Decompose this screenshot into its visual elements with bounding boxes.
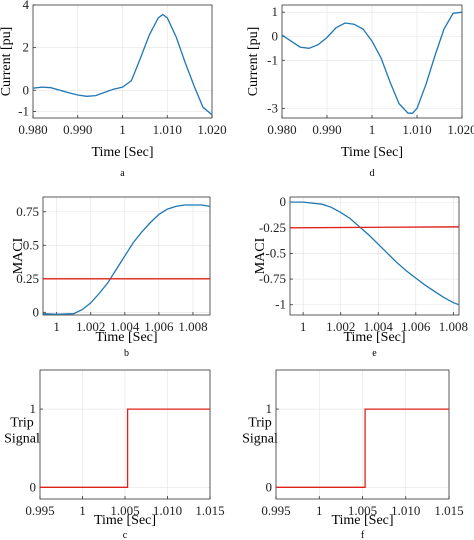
x-tick-label: 1.015: [434, 503, 463, 518]
x-tick-label: 0.995: [261, 503, 290, 518]
y-tick-label: 1: [272, 4, 279, 19]
x-axis-label: Time [Sec]: [343, 330, 405, 345]
series-line-current: [281, 11, 463, 114]
y-tick-label: 0: [280, 194, 287, 209]
y-axis-label: MACI: [253, 237, 268, 274]
x-tick-label: 1.005: [348, 503, 377, 518]
x-tick-label: 0.990: [312, 122, 341, 137]
chart-panel-f: 0.995 1 1.005 1.010 1.015 0 1 Time [Sec] Trip Sig…: [242, 369, 464, 540]
x-axis-label: Time [Sec]: [91, 145, 153, 160]
x-tick-label: 1: [53, 319, 60, 334]
x-tick-label: 0.995: [25, 503, 54, 518]
x-tick-label: 1.004: [110, 319, 140, 334]
y-tick-label: -0.5: [265, 245, 286, 260]
x-tick-label: 1.002: [76, 319, 105, 334]
x-tick-label: 1.005: [110, 503, 139, 518]
x-tick-label: 1: [119, 122, 126, 137]
x-tick-label: 1.020: [197, 122, 226, 137]
y-tick-label: -0.75: [259, 271, 286, 286]
y-tick-label: 0: [23, 82, 30, 97]
y-tick-label: 1: [30, 401, 37, 416]
y-tick-label: -1: [18, 104, 29, 119]
x-axis-label: Time [Sec]: [95, 330, 157, 345]
x-tick-label: 1.006: [144, 319, 174, 334]
x-tick-label: 1.010: [153, 503, 182, 518]
x-tick-label: 1: [300, 319, 307, 334]
series-line-trip: [276, 408, 449, 488]
y-tick-label: 0: [33, 304, 40, 319]
series-line-maci: [42, 204, 211, 315]
x-tick-label: 0.990: [63, 122, 92, 137]
chart-panel-e: 1 1.002 1.004 1.006 1.008 0 -0.25 -0.5 -0.75 -1 Ti…: [253, 194, 468, 359]
x-tick-label: 1.002: [326, 319, 355, 334]
x-tick-label: 1.010: [153, 122, 182, 137]
panel-letter: a: [120, 168, 125, 179]
chart-panel-c: 0.995 1 1.005 1.010 1.015 0 1 Time [Sec] Trip Sig…: [4, 369, 225, 540]
y-tick-label: 0: [266, 479, 273, 494]
x-axis-label: Time [Sec]: [94, 513, 156, 528]
x-tick-label: 1.006: [401, 319, 431, 334]
y-tick-label: -3: [267, 100, 278, 115]
y-axis-label: Trip Signal: [242, 416, 278, 447]
series-line-threshold: [289, 226, 460, 229]
x-tick-label: 1.004: [364, 319, 394, 334]
x-tick-label: 1.008: [178, 319, 207, 334]
y-tick-label: 1: [266, 401, 273, 416]
series-line-maci: [290, 201, 460, 306]
y-axis-label: Current [pu]: [0, 27, 14, 97]
y-tick-label: 0.75: [16, 204, 39, 219]
x-axis-label: Time [Sec]: [331, 513, 393, 528]
x-tick-label: 0.980: [267, 122, 296, 137]
x-axis-label: Time [Sec]: [341, 145, 403, 160]
x-tick-label: 1.008: [439, 319, 468, 334]
x-tick-label: 1: [79, 503, 86, 518]
y-tick-label: 0.25: [16, 271, 39, 286]
y-axis-label: Trip Signal: [4, 416, 40, 447]
y-tick-label: 0: [272, 28, 279, 43]
y-axis-label: MACI: [11, 237, 26, 274]
x-tick-label: 1.020: [447, 122, 474, 137]
x-tick-label: 1: [369, 122, 376, 137]
y-tick-label: 0: [30, 479, 37, 494]
panel-letter: e: [372, 348, 377, 359]
y-tick-label: 4: [23, 0, 30, 12]
y-axis-label: Current [pu]: [246, 27, 261, 97]
y-tick-label: -1: [267, 52, 278, 67]
chart-panel-b: 1 1.002 1.004 1.006 1.008 0 0.25 0.5 0.75 Time [S…: [11, 196, 211, 359]
panel-letter: b: [124, 348, 129, 359]
series-line-trip: [40, 408, 210, 488]
y-tick-label: 2: [23, 40, 30, 55]
x-tick-label: 1.010: [391, 503, 420, 518]
panel-letter: c: [123, 530, 128, 540]
plot-frame: [289, 196, 460, 316]
y-tick-label: -0.25: [259, 220, 286, 235]
chart-panel-d: 0.980 0.990 1 1.010 1.020 -3 -1 0 1 Time [Sec] Cur…: [246, 4, 474, 179]
x-tick-label: 1.010: [402, 122, 431, 137]
y-tick-label: -1: [275, 297, 286, 312]
panel-letter: d: [370, 168, 375, 179]
series-line-current: [32, 13, 213, 116]
x-tick-label: 0.980: [18, 122, 47, 137]
x-tick-label: 1.015: [195, 503, 224, 518]
plot-frame: [42, 196, 211, 316]
panel-letter: f: [361, 530, 365, 540]
x-tick-label: 1: [316, 503, 323, 518]
y-tick-label: 0.5: [23, 237, 39, 252]
chart-panel-a: 0.980 0.990 1 1.010 1.020 -1 0 2 4 Time [Sec] Curr…: [0, 0, 227, 179]
